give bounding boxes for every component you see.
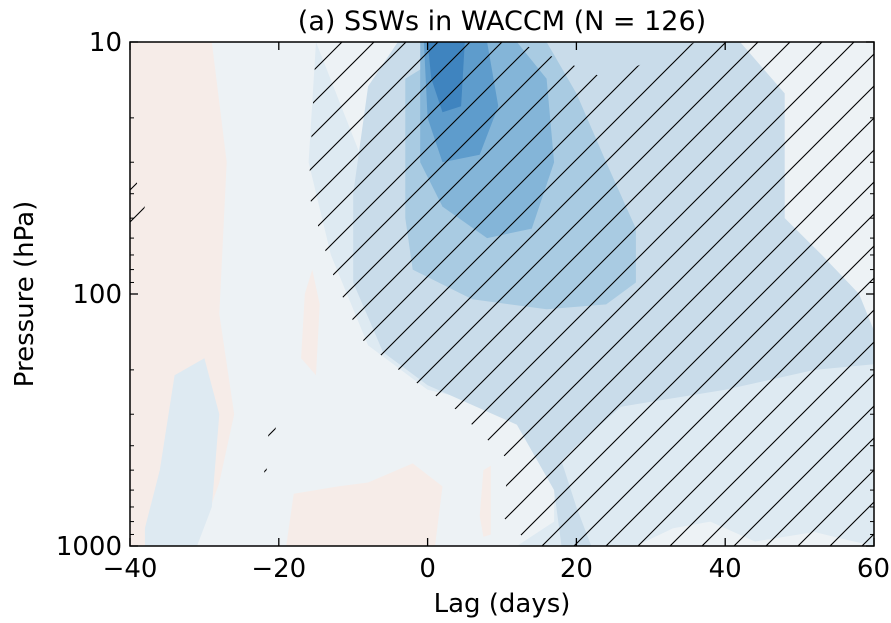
x-axis-label: Lag (days) (434, 589, 571, 619)
x-tick-label: 20 (560, 554, 593, 584)
y-axis: 10 100 1000 (56, 28, 874, 562)
x-tick-label: 0 (419, 554, 436, 584)
hatch-region-2 (263, 406, 279, 483)
x-axis: −40 −20 0 20 40 60 (103, 42, 890, 584)
y-axis-label: Pressure (hPa) (10, 201, 40, 388)
hatch-region-1 (130, 162, 145, 255)
x-tick-label: −20 (251, 554, 306, 584)
y-tick-label: 10 (89, 28, 122, 58)
contour-region-2 (286, 463, 443, 546)
significance-hatching (130, 42, 874, 546)
hatch-region-0 (308, 42, 874, 546)
x-tick-label: 60 (857, 554, 890, 584)
y-tick-label: 100 (72, 280, 122, 310)
contour-region-1 (301, 269, 320, 376)
x-tick-label: 40 (709, 554, 742, 584)
plot-area (130, 42, 874, 546)
chart-title: (a) SSWs in WACCM (N = 126) (298, 6, 706, 37)
contour-region-3 (479, 465, 491, 537)
contour-region-4 (144, 358, 220, 546)
y-tick-label: 1000 (56, 532, 122, 562)
x-tick-label: −40 (103, 554, 158, 584)
